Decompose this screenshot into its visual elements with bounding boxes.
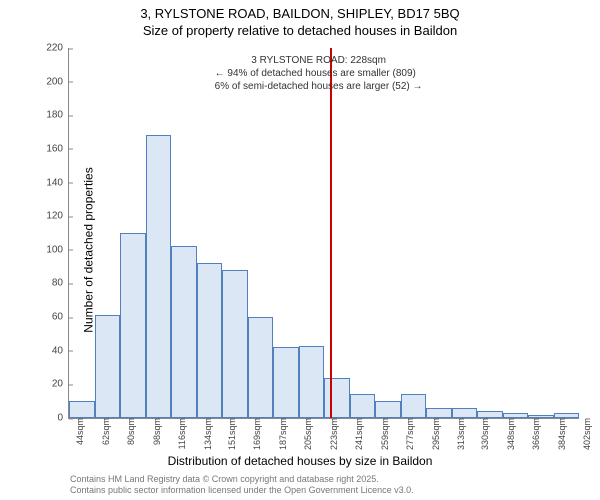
histogram-bar: [503, 413, 529, 418]
x-tick: 44sqm: [69, 418, 85, 445]
annotation-line-3: 6% of semi-detached houses are larger (5…: [215, 80, 423, 93]
chart-title: 3, RYLSTONE ROAD, BAILDON, SHIPLEY, BD17…: [0, 0, 600, 40]
histogram-bar: [401, 394, 427, 418]
x-tick: 295sqm: [425, 418, 441, 450]
y-tick: 60: [52, 312, 69, 323]
y-tick: 200: [46, 76, 69, 87]
histogram-bar: [95, 315, 121, 418]
x-tick: 277sqm: [399, 418, 415, 450]
x-tick: 223sqm: [323, 418, 339, 450]
histogram-bar: [273, 347, 299, 418]
x-tick: 402sqm: [576, 418, 592, 450]
histogram-bar: [222, 270, 248, 418]
x-axis-label: Distribution of detached houses by size …: [0, 454, 600, 468]
reference-annotation: 3 RYLSTONE ROAD: 228sqm← 94% of detached…: [215, 54, 423, 93]
histogram-bar: [120, 233, 146, 418]
histogram-bar: [69, 401, 95, 418]
histogram-bar: [452, 408, 478, 418]
histogram-bar: [146, 135, 172, 418]
y-tick: 120: [46, 211, 69, 222]
reference-line: [330, 48, 332, 418]
x-tick: 151sqm: [221, 418, 237, 450]
x-tick: 384sqm: [551, 418, 567, 450]
x-tick: 62sqm: [95, 418, 111, 445]
histogram-bar: [554, 413, 580, 418]
y-tick: 100: [46, 244, 69, 255]
x-tick: 187sqm: [272, 418, 288, 450]
y-tick: 0: [57, 413, 69, 424]
histogram-bar: [248, 317, 274, 418]
x-tick: 169sqm: [246, 418, 262, 450]
histogram-bar: [528, 415, 554, 418]
footer-attribution: Contains HM Land Registry data © Crown c…: [70, 474, 414, 497]
y-tick: 80: [52, 278, 69, 289]
y-tick: 20: [52, 379, 69, 390]
x-tick: 348sqm: [500, 418, 516, 450]
x-tick: 259sqm: [374, 418, 390, 450]
x-tick: 313sqm: [450, 418, 466, 450]
footer-line-1: Contains HM Land Registry data © Crown c…: [70, 474, 414, 486]
x-tick: 241sqm: [348, 418, 364, 450]
title-line-1: 3, RYLSTONE ROAD, BAILDON, SHIPLEY, BD17…: [0, 6, 600, 23]
x-tick: 134sqm: [197, 418, 213, 450]
x-tick: 330sqm: [474, 418, 490, 450]
title-line-2: Size of property relative to detached ho…: [0, 23, 600, 40]
footer-line-2: Contains public sector information licen…: [70, 485, 414, 497]
y-tick: 40: [52, 345, 69, 356]
histogram-bar: [299, 346, 325, 418]
histogram-bar: [477, 411, 503, 418]
x-tick: 116sqm: [171, 418, 187, 449]
annotation-line-1: 3 RYLSTONE ROAD: 228sqm: [215, 54, 423, 67]
x-tick: 366sqm: [525, 418, 541, 450]
y-tick: 140: [46, 177, 69, 188]
y-tick: 220: [46, 43, 69, 54]
annotation-line-2: ← 94% of detached houses are smaller (80…: [215, 67, 423, 80]
histogram-bar: [197, 263, 223, 418]
x-tick: 98sqm: [146, 418, 162, 445]
y-tick: 180: [46, 110, 69, 121]
y-tick: 160: [46, 143, 69, 154]
histogram-bar: [324, 378, 350, 418]
x-tick: 80sqm: [120, 418, 136, 445]
histogram-bar: [375, 401, 401, 418]
histogram-bar: [426, 408, 452, 418]
histogram-bar: [350, 394, 376, 418]
x-tick: 205sqm: [297, 418, 313, 450]
chart-area: 02040608010012014016018020022044sqm62sqm…: [68, 48, 579, 419]
histogram-bar: [171, 246, 197, 418]
